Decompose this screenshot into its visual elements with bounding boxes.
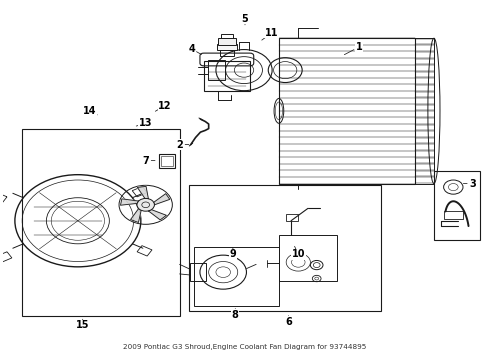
Bar — [279, 235, 337, 281]
Bar — [220, 34, 233, 38]
Bar — [434, 171, 480, 240]
Text: 3: 3 — [469, 179, 476, 189]
Text: 9: 9 — [229, 249, 236, 260]
Text: 10: 10 — [292, 249, 305, 260]
Bar — [0, 193, 7, 203]
Polygon shape — [154, 194, 170, 205]
Bar — [161, 156, 173, 166]
Polygon shape — [131, 208, 141, 222]
Bar — [190, 263, 206, 281]
Text: 12: 12 — [158, 100, 172, 111]
Text: 8: 8 — [232, 310, 239, 320]
Bar — [208, 60, 224, 80]
Text: 4: 4 — [188, 44, 195, 54]
Text: 5: 5 — [242, 14, 248, 24]
Bar — [443, 211, 463, 219]
Bar — [189, 185, 381, 311]
Text: 7: 7 — [142, 156, 149, 166]
Circle shape — [137, 198, 154, 211]
Bar — [137, 246, 152, 256]
Bar — [204, 61, 250, 91]
Polygon shape — [148, 210, 167, 220]
Bar — [279, 38, 415, 184]
Polygon shape — [137, 186, 148, 199]
Text: 2009 Pontiac G3 Shroud,Engine Coolant Fan Diagram for 93744895: 2009 Pontiac G3 Shroud,Engine Coolant Fa… — [123, 343, 367, 350]
Text: 13: 13 — [139, 118, 152, 128]
Bar — [286, 214, 298, 221]
Bar — [415, 38, 434, 184]
Text: 14: 14 — [83, 106, 97, 116]
Bar — [22, 129, 180, 316]
Text: 15: 15 — [76, 320, 90, 330]
Bar — [159, 154, 175, 168]
Polygon shape — [121, 199, 139, 205]
Bar — [132, 186, 147, 197]
Bar — [218, 38, 236, 45]
Text: 2: 2 — [176, 140, 183, 149]
Bar — [194, 247, 279, 306]
Bar — [217, 44, 237, 50]
Text: 11: 11 — [265, 28, 278, 38]
Bar — [220, 50, 234, 56]
Text: 6: 6 — [285, 317, 292, 327]
Bar — [0, 252, 12, 262]
Text: 1: 1 — [355, 42, 362, 52]
